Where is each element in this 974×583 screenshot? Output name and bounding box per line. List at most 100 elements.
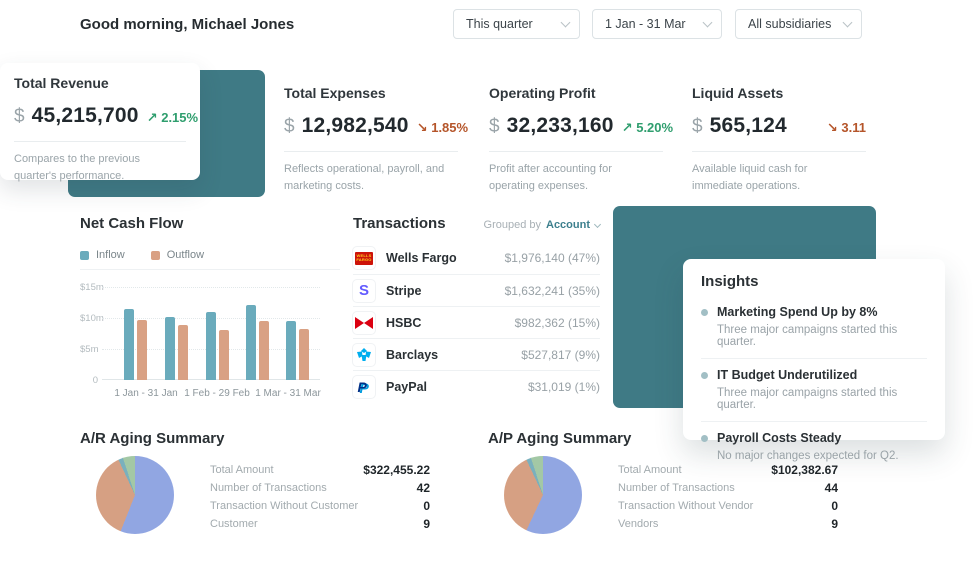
kpi-delta: ↘ 3.11: [826, 120, 866, 135]
ar-aging-pie-chart: [96, 456, 174, 534]
stat-row: Customer 9: [210, 517, 430, 531]
insights-list: Marketing Spend Up by 8% Three major cam…: [701, 296, 927, 472]
kpi-title: Total Expenses: [284, 85, 386, 101]
chevron-down-icon: [842, 17, 853, 27]
insights-title: Insights: [701, 273, 759, 290]
cash-flow-chart: $15m $10m $5m 0 1 Jan - 31 Jan 1 Feb - 2…: [80, 282, 321, 402]
ar-aging-title: A/R Aging Summary: [80, 430, 225, 447]
inflow-bar: [286, 321, 296, 380]
bullet-icon: [701, 309, 708, 316]
kpi-title: Liquid Assets: [692, 85, 784, 101]
grouped-by-control[interactable]: Grouped by Account: [484, 219, 602, 231]
bullet-icon: [701, 435, 708, 442]
kpi-value: 12,982,540: [301, 114, 409, 137]
stat-row: Transaction Without Vendor 0: [618, 499, 838, 513]
currency-symbol: $: [284, 116, 295, 137]
ar-aging-panel: A/R Aging Summary Total Amount $322,455.…: [80, 430, 440, 534]
bar-group: [206, 312, 229, 380]
hsbc-logo-icon: [353, 311, 375, 334]
x-label: 1 Jan - 31 Jan: [114, 388, 178, 399]
transaction-row[interactable]: S Stripe $1,632,241 (35%): [353, 274, 600, 306]
kpi-card-total-revenue: Total Revenue $ 45,215,700 ↗ 2.15% Compa…: [0, 63, 200, 182]
barclays-logo-icon: [353, 343, 375, 366]
inflow-bar: [206, 312, 216, 380]
kpi-description: Reflects operational, payroll, and marke…: [284, 163, 445, 193]
kpi-description: Available liquid cash for immediate oper…: [692, 163, 808, 193]
inflow-bar: [165, 317, 175, 380]
divider: [284, 151, 458, 152]
chevron-down-icon: [560, 17, 571, 27]
stat-row: Vendors 9: [618, 517, 838, 531]
outflow-bar: [259, 321, 269, 380]
bar-group: [286, 321, 309, 380]
kpi-delta: ↗ 5.20%: [621, 120, 674, 135]
stat-row: Number of Transactions 42: [210, 481, 430, 495]
chart-legend: Inflow Outflow: [80, 249, 204, 261]
insight-item: Payroll Costs Steady No major changes ex…: [701, 422, 927, 472]
kpi-total-expenses: Total Expenses $ 12,982,540 ↘ 1.85% Refl…: [284, 85, 468, 195]
trend-down-icon: ↘: [416, 120, 428, 135]
stat-row: Total Amount $322,455.22: [210, 463, 430, 477]
greeting-text: Good morning, Michael Jones: [80, 16, 295, 33]
inflow-swatch-icon: [80, 250, 89, 260]
inflow-bar: [246, 305, 256, 380]
stat-row: Transaction Without Customer 0: [210, 499, 430, 513]
divider: [692, 151, 866, 152]
divider: [489, 151, 663, 152]
kpi-liquid-assets: Liquid Assets $ 565,124 ↘ 3.11 Available…: [692, 85, 866, 195]
x-label: 1 Mar - 31 Mar: [255, 388, 321, 399]
outflow-bar: [178, 325, 188, 380]
filter-daterange-dropdown[interactable]: 1 Jan - 31 Mar: [592, 9, 722, 39]
outflow-bar: [137, 320, 147, 380]
outflow-swatch-icon: [150, 250, 160, 260]
kpi-description: Compares to the previous quarter's perfo…: [14, 153, 140, 183]
filter-subsidiaries-value: All subsidiaries: [748, 17, 832, 31]
filter-daterange-value: 1 Jan - 31 Mar: [605, 17, 686, 31]
insights-card: Insights Marketing Spend Up by 8% Three …: [683, 259, 945, 462]
cash-flow-bars: [102, 287, 320, 380]
stat-row: Number of Transactions 44: [618, 481, 838, 495]
filter-period-value: This quarter: [466, 17, 533, 31]
trend-up-icon: ↗: [621, 120, 633, 135]
divider: [80, 269, 340, 270]
filter-period-dropdown[interactable]: This quarter: [453, 9, 580, 39]
transaction-row[interactable]: Barclays $527,817 (9%): [353, 338, 600, 370]
legend-inflow: Inflow: [80, 249, 125, 261]
currency-symbol: $: [489, 116, 500, 137]
trend-up-icon: ↗: [146, 110, 158, 125]
kpi-delta: ↗ 2.15%: [146, 110, 199, 125]
kpi-value: 45,215,700: [31, 104, 139, 127]
ap-aging-panel: A/P Aging Summary Total Amount $102,382.…: [488, 430, 848, 534]
ap-aging-stats: Total Amount $102,382.67 Number of Trans…: [618, 461, 838, 533]
y-tick: 0: [92, 375, 98, 386]
trend-down-icon: ↘: [826, 120, 838, 135]
kpi-value: 32,233,160: [506, 114, 614, 137]
y-tick: $10m: [80, 313, 104, 324]
bar-group: [246, 305, 269, 380]
filter-subsidiaries-dropdown[interactable]: All subsidiaries: [735, 9, 862, 39]
kpi-value: 565,124: [709, 114, 787, 137]
gridline: [102, 287, 320, 288]
currency-symbol: $: [692, 116, 703, 137]
transactions-title: Transactions: [353, 215, 446, 232]
divider: [14, 141, 186, 142]
bullet-icon: [701, 372, 708, 379]
outflow-bar: [219, 330, 229, 380]
net-cash-flow-title: Net Cash Flow: [80, 215, 184, 232]
kpi-title: Operating Profit: [489, 85, 596, 101]
kpi-delta: ↘ 1.85%: [416, 120, 469, 135]
stripe-logo-icon: S: [353, 279, 375, 302]
wells-fargo-logo-icon: WELLS FARGO: [353, 247, 375, 269]
transactions-list: WELLS FARGO Wells Fargo $1,976,140 (47%)…: [353, 242, 600, 402]
y-tick: $5m: [80, 344, 99, 355]
insight-item: Marketing Spend Up by 8% Three major cam…: [701, 296, 927, 359]
ap-aging-pie-chart: [504, 456, 582, 534]
kpi-operating-profit: Operating Profit $ 32,233,160 ↗ 5.20% Pr…: [489, 85, 673, 195]
ap-aging-title: A/P Aging Summary: [488, 430, 632, 447]
currency-symbol: $: [14, 106, 25, 127]
transactions-panel: Transactions Grouped by Account WELLS FA…: [353, 215, 602, 398]
transaction-row[interactable]: HSBC $982,362 (15%): [353, 306, 600, 338]
transaction-row[interactable]: WELLS FARGO Wells Fargo $1,976,140 (47%): [353, 242, 600, 274]
